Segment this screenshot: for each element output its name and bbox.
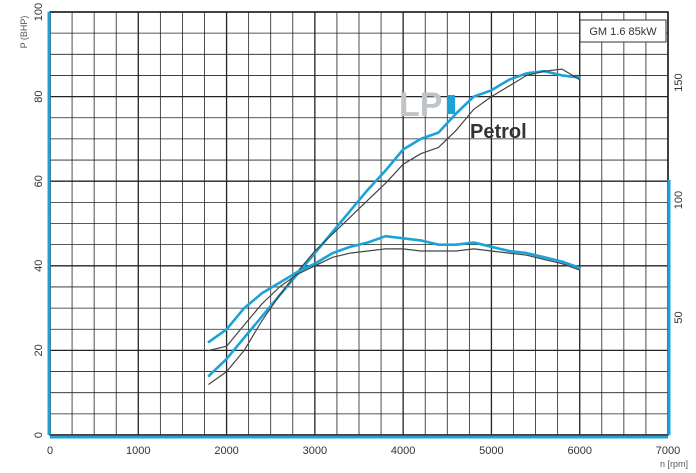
x-tick-label: 2000 [214,445,238,457]
secondary-y-tick-label: 50 [673,311,685,323]
x-tick-label: 6000 [567,445,591,457]
y-tick-label: 80 [33,90,45,102]
secondary-y-tick-label: 150 [673,73,685,91]
secondary-y-tick-label: 100 [673,191,685,209]
legend: LP Petrol [399,86,527,143]
x-tick-label: 1000 [126,445,150,457]
chart-grid [49,11,669,436]
y-tick-label: 100 [33,3,45,21]
series-lp-torque [207,234,581,344]
y-tick-label: 60 [33,175,45,187]
legend-lp-bar [447,95,455,114]
y-tick-label: 20 [33,344,45,356]
x-tick-label: 0 [47,445,53,457]
x-tick-label: 5000 [479,445,503,457]
plot-frame [47,11,671,439]
x-axis-title: n [rpm] [660,459,688,469]
y-tick-label: 0 [33,432,45,438]
y-axis-title: P (BHP) [19,16,29,49]
secondary-y-axis-ticks: 50 100 150 [673,73,685,323]
series-petrol-torque [208,248,581,351]
series-layer [207,68,581,385]
x-axis-ticks: 0 1000 2000 3000 4000 5000 6000 7000 [47,445,680,457]
legend-lp-text: LP [399,86,442,124]
model-label: GM 1.6 85kW [589,26,657,38]
x-tick-label: 3000 [303,445,327,457]
series-lp-power [207,69,581,378]
y-axis-ticks: 0 20 40 60 80 100 [33,3,45,438]
x-tick-label: 4000 [391,445,415,457]
model-label-box: GM 1.6 85kW [579,19,667,43]
x-tick-label: 7000 [656,445,680,457]
y-tick-label: 40 [33,260,45,272]
series-petrol-power [208,68,581,385]
legend-petrol-text: Petrol [470,121,527,143]
